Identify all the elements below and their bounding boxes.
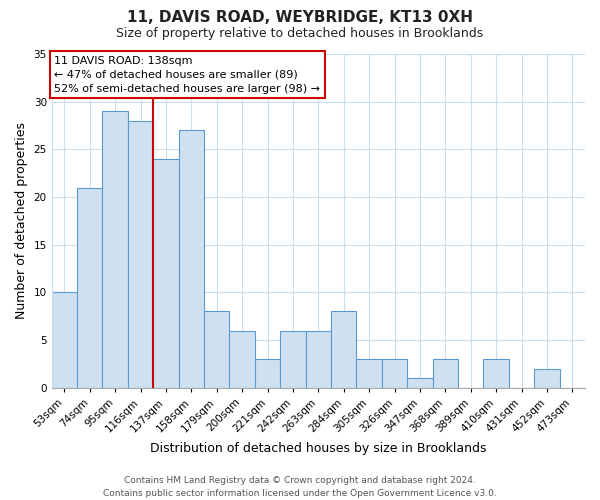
Bar	[103, 111, 128, 388]
Bar	[331, 312, 356, 388]
Bar	[433, 359, 458, 388]
Bar	[229, 330, 255, 388]
Text: Contains HM Land Registry data © Crown copyright and database right 2024.
Contai: Contains HM Land Registry data © Crown c…	[103, 476, 497, 498]
Bar	[153, 159, 179, 388]
Bar	[305, 330, 331, 388]
Text: 11 DAVIS ROAD: 138sqm
← 47% of detached houses are smaller (89)
52% of semi-deta: 11 DAVIS ROAD: 138sqm ← 47% of detached …	[55, 56, 320, 94]
Text: 11, DAVIS ROAD, WEYBRIDGE, KT13 0XH: 11, DAVIS ROAD, WEYBRIDGE, KT13 0XH	[127, 10, 473, 25]
Bar	[407, 378, 433, 388]
Bar	[356, 359, 382, 388]
Bar	[534, 368, 560, 388]
Bar	[255, 359, 280, 388]
Bar	[204, 312, 229, 388]
Bar	[382, 359, 407, 388]
Bar	[179, 130, 204, 388]
X-axis label: Distribution of detached houses by size in Brooklands: Distribution of detached houses by size …	[150, 442, 487, 455]
Y-axis label: Number of detached properties: Number of detached properties	[15, 122, 28, 320]
Bar	[280, 330, 305, 388]
Bar	[77, 188, 103, 388]
Bar	[484, 359, 509, 388]
Bar	[128, 121, 153, 388]
Bar	[52, 292, 77, 388]
Text: Size of property relative to detached houses in Brooklands: Size of property relative to detached ho…	[116, 28, 484, 40]
